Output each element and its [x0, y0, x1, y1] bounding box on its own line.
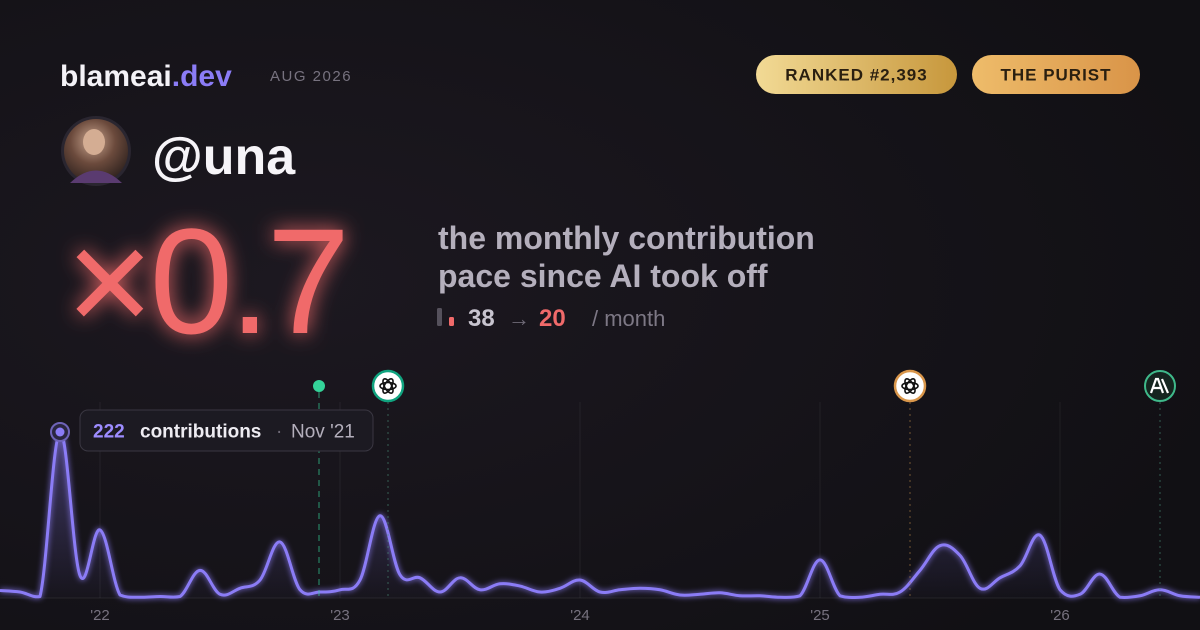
date: AUG 2026 [270, 68, 352, 85]
tooltip-date: Nov '21 [291, 422, 355, 443]
multiplier: ×0.7 [66, 197, 346, 365]
brand: blameai.dev [60, 60, 232, 93]
peak-dot [55, 427, 65, 437]
stat-icon [449, 317, 454, 326]
tooltip-value: 222 [93, 422, 125, 443]
badge-label: THE PURIST [1000, 66, 1111, 85]
x-tick-label: '24 [570, 607, 590, 624]
chart: '22 '23 '24 '25 '26 [0, 402, 1200, 624]
tooltip-box [79, 409, 374, 452]
x-tick-label: '25 [810, 607, 830, 624]
unit: / month [592, 306, 665, 331]
handle: @una [152, 128, 296, 186]
badge [756, 55, 957, 94]
caption: pace since AI took off [438, 258, 768, 294]
stat-icon [437, 308, 442, 326]
x-tick-label: '26 [1050, 607, 1070, 624]
arrow: → [508, 306, 530, 331]
event-dot [313, 380, 325, 392]
event-icon [893, 369, 927, 403]
badge-label: RANKED #2,393 [785, 66, 927, 85]
after: 20 [539, 305, 566, 332]
before: 38 [468, 305, 495, 332]
x-tick-label: '23 [330, 607, 350, 624]
event-icon [1144, 370, 1176, 402]
tooltip-label: contributions [140, 422, 261, 443]
brand-name: blameai [60, 60, 172, 93]
x-tick-label: '22 [90, 607, 110, 624]
avatar-face [83, 129, 105, 155]
brand-suffix: .dev [172, 60, 232, 93]
caption: the monthly contribution [438, 220, 815, 256]
line [0, 430, 1200, 600]
avatar-body [70, 170, 122, 183]
tooltip-separator: · [276, 422, 282, 443]
badge [972, 55, 1140, 94]
event-icon [371, 369, 405, 403]
tooltip: 222 contributions · Nov '21 [79, 409, 374, 452]
